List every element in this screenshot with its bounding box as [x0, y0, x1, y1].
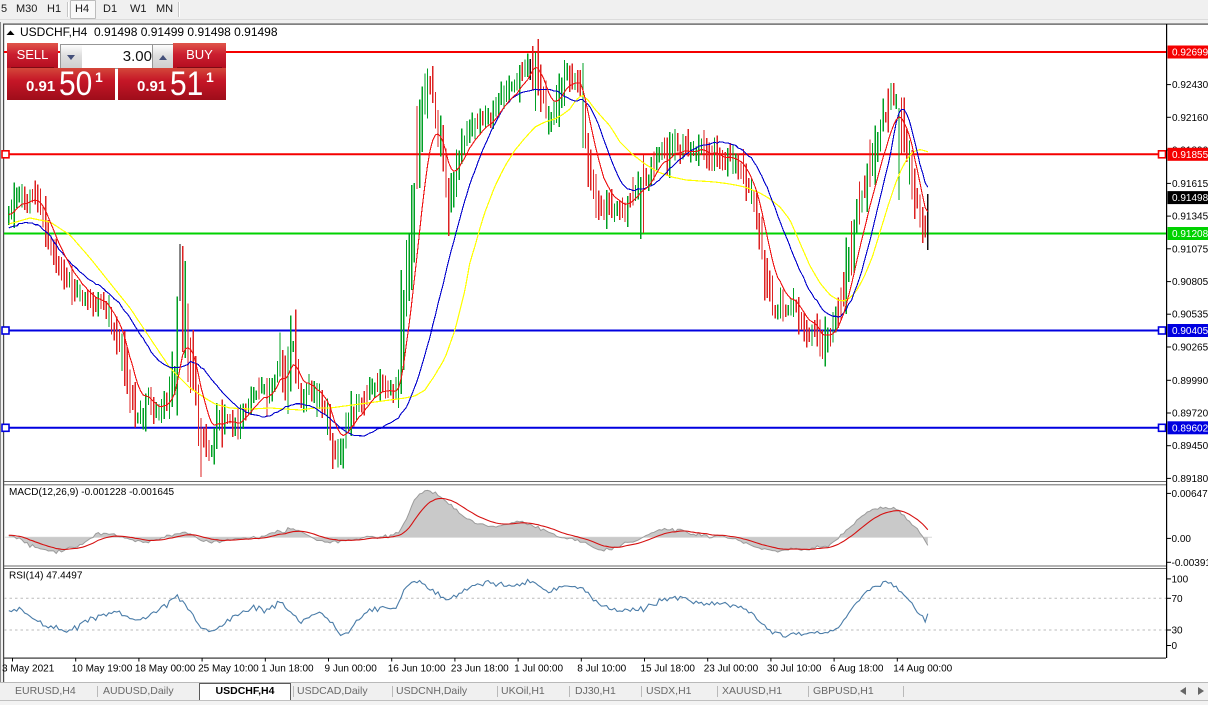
svg-text:0.92160: 0.92160	[1172, 113, 1208, 124]
svg-text:23 Jun 18:00: 23 Jun 18:00	[451, 664, 509, 675]
svg-text:0: 0	[1172, 641, 1178, 652]
svg-text:0.00647: 0.00647	[1172, 489, 1208, 500]
svg-text:18 May 00:00: 18 May 00:00	[135, 664, 196, 675]
svg-text:0.90265: 0.90265	[1172, 343, 1208, 354]
svg-text:30 Jul 10:00: 30 Jul 10:00	[767, 664, 822, 675]
svg-text:0.90405: 0.90405	[1172, 326, 1208, 337]
svg-text:RSI(14) 47.4497: RSI(14) 47.4497	[9, 571, 83, 582]
svg-text:0.92699: 0.92699	[1172, 48, 1208, 59]
svg-text:15 Jul 18:00: 15 Jul 18:00	[641, 664, 696, 675]
svg-text:9 Jun 00:00: 9 Jun 00:00	[325, 664, 378, 675]
svg-text:0.89450: 0.89450	[1172, 441, 1208, 452]
svg-text:14 Aug 00:00: 14 Aug 00:00	[893, 664, 952, 675]
svg-text:8 Jul 10:00: 8 Jul 10:00	[577, 664, 626, 675]
svg-text:0.91075: 0.91075	[1172, 244, 1208, 255]
svg-text:70: 70	[1172, 594, 1184, 605]
svg-text:0.91345: 0.91345	[1172, 212, 1208, 223]
svg-text:0.90535: 0.90535	[1172, 310, 1208, 321]
svg-text:0.91498: 0.91498	[1172, 193, 1208, 204]
svg-text:0.00: 0.00	[1172, 534, 1192, 545]
svg-text:0.91855: 0.91855	[1172, 150, 1208, 161]
svg-text:0.91208: 0.91208	[1172, 229, 1208, 240]
svg-text:30: 30	[1172, 626, 1184, 637]
svg-text:0.92430: 0.92430	[1172, 80, 1208, 91]
svg-text:10 May 19:00: 10 May 19:00	[72, 664, 133, 675]
svg-text:0.91615: 0.91615	[1172, 179, 1208, 190]
svg-text:1 Jul 00:00: 1 Jul 00:00	[514, 664, 563, 675]
svg-text:100: 100	[1172, 574, 1189, 585]
svg-text:25 May 10:00: 25 May 10:00	[198, 664, 259, 675]
svg-text:1 Jun 18:00: 1 Jun 18:00	[261, 664, 314, 675]
svg-text:16 Jun 10:00: 16 Jun 10:00	[388, 664, 446, 675]
svg-text:6 Aug 18:00: 6 Aug 18:00	[830, 664, 884, 675]
svg-text:0.89990: 0.89990	[1172, 376, 1208, 387]
svg-text:0.90805: 0.90805	[1172, 277, 1208, 288]
svg-text:0.89602: 0.89602	[1172, 423, 1208, 434]
svg-text:-0.003916: -0.003916	[1172, 558, 1208, 569]
svg-text:USDCHF,H4 0.91498 0.91499 0.9: USDCHF,H4 0.91498 0.91499 0.91498 0.9149…	[20, 25, 278, 39]
svg-text:0.89180: 0.89180	[1172, 474, 1208, 485]
svg-text:3 May 2021: 3 May 2021	[2, 664, 55, 675]
svg-text:23 Jul 00:00: 23 Jul 00:00	[704, 664, 759, 675]
svg-text:0.89720: 0.89720	[1172, 409, 1208, 420]
svg-text:MACD(12,26,9) -0.001228 -0.001: MACD(12,26,9) -0.001228 -0.001645	[9, 487, 175, 498]
